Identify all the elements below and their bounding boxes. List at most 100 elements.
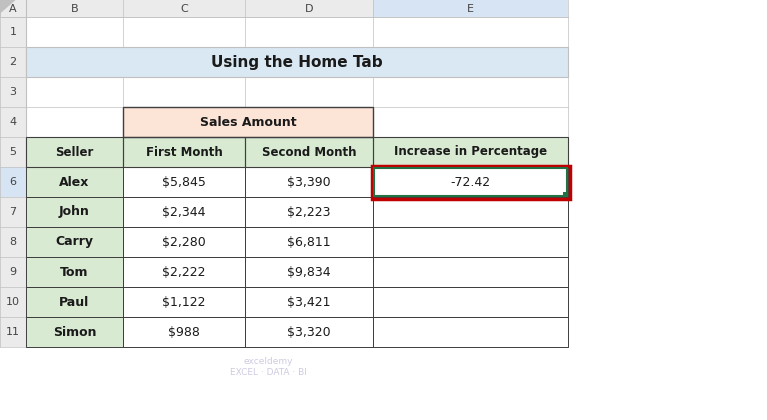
Bar (0, 257, 26, 287)
Bar (123, 197, 245, 227)
Bar (373, 107, 568, 137)
Bar (123, 197, 245, 227)
Text: $988: $988 (168, 326, 200, 339)
Bar (123, 137, 245, 167)
Bar (0, 287, 26, 317)
Text: 11: 11 (6, 327, 20, 337)
Bar (245, 317, 373, 347)
Polygon shape (0, 0, 15, 13)
Bar (373, 77, 568, 107)
Bar (0, 107, 26, 137)
Bar (26, 317, 123, 347)
Bar (26, 167, 123, 197)
Bar (373, 227, 568, 257)
Text: Increase in Percentage: Increase in Percentage (394, 145, 547, 158)
Bar (123, 227, 245, 257)
Bar (245, 317, 373, 347)
Bar (245, 317, 373, 347)
Bar (123, 17, 245, 47)
Bar (373, 257, 568, 287)
Bar (0, 77, 26, 107)
Text: -72.42: -72.42 (450, 176, 491, 189)
Bar (245, 257, 373, 287)
Bar (26, 287, 123, 317)
Bar (26, 47, 568, 77)
Bar (123, 287, 245, 317)
Bar (123, 77, 245, 107)
Text: $2,280: $2,280 (162, 236, 206, 249)
Bar (245, 167, 373, 197)
Bar (245, 107, 373, 137)
Bar (26, 107, 123, 137)
Text: John: John (59, 205, 90, 218)
Bar (26, 317, 123, 347)
Bar (245, 227, 373, 257)
Bar (26, 287, 123, 317)
Bar (26, 257, 123, 287)
Text: Tom: Tom (61, 265, 89, 278)
Text: 9: 9 (9, 267, 17, 277)
Bar (123, 287, 245, 317)
Bar (373, 317, 568, 347)
Bar (373, 287, 568, 317)
Bar (123, 257, 245, 287)
Bar (26, 227, 123, 257)
Text: Alex: Alex (59, 176, 90, 189)
Bar (123, 317, 245, 347)
Text: 10: 10 (6, 297, 20, 307)
Bar (373, 167, 568, 197)
Bar (0, 317, 26, 347)
Text: 3: 3 (9, 87, 17, 97)
Bar (245, 287, 373, 317)
Bar (26, 197, 123, 227)
Bar (373, 197, 568, 227)
Bar (26, 197, 123, 227)
Text: $2,344: $2,344 (163, 205, 206, 218)
Text: First Month: First Month (146, 145, 222, 158)
Text: 6: 6 (9, 177, 17, 187)
Bar (373, 197, 568, 227)
Bar (123, 227, 245, 257)
Bar (245, 17, 373, 47)
Text: 1: 1 (9, 27, 17, 37)
Text: $5,845: $5,845 (162, 176, 206, 189)
Bar (123, 317, 245, 347)
Bar (245, 287, 373, 317)
Bar (123, 167, 245, 197)
Bar (123, 137, 245, 167)
Text: $9,834: $9,834 (287, 265, 331, 278)
Bar (26, 167, 123, 197)
Bar (373, 0, 568, 17)
Bar (26, 47, 568, 77)
Bar (373, 257, 568, 287)
Bar (373, 17, 568, 47)
Text: Paul: Paul (59, 296, 90, 309)
Bar (373, 257, 568, 287)
Bar (562, 192, 568, 197)
Text: 8: 8 (9, 237, 17, 247)
Bar (371, 165, 570, 199)
Bar (245, 167, 373, 197)
Bar (123, 197, 245, 227)
Text: $2,222: $2,222 (163, 265, 206, 278)
Bar (26, 227, 123, 257)
Text: Sales Amount: Sales Amount (199, 116, 296, 129)
Bar (373, 287, 568, 317)
Text: 4: 4 (9, 117, 17, 127)
Bar (26, 257, 123, 287)
Bar (373, 167, 568, 197)
Bar (123, 227, 245, 257)
Bar (26, 167, 123, 197)
Bar (0, 227, 26, 257)
Bar (373, 227, 568, 257)
Bar (0, 17, 26, 47)
Text: $3,390: $3,390 (287, 176, 331, 189)
Text: $2,223: $2,223 (288, 205, 331, 218)
Bar (373, 47, 568, 77)
Text: Second Month: Second Month (262, 145, 356, 158)
Bar (373, 137, 568, 167)
Bar (123, 257, 245, 287)
Bar (245, 77, 373, 107)
Bar (245, 197, 373, 227)
Bar (373, 317, 568, 347)
